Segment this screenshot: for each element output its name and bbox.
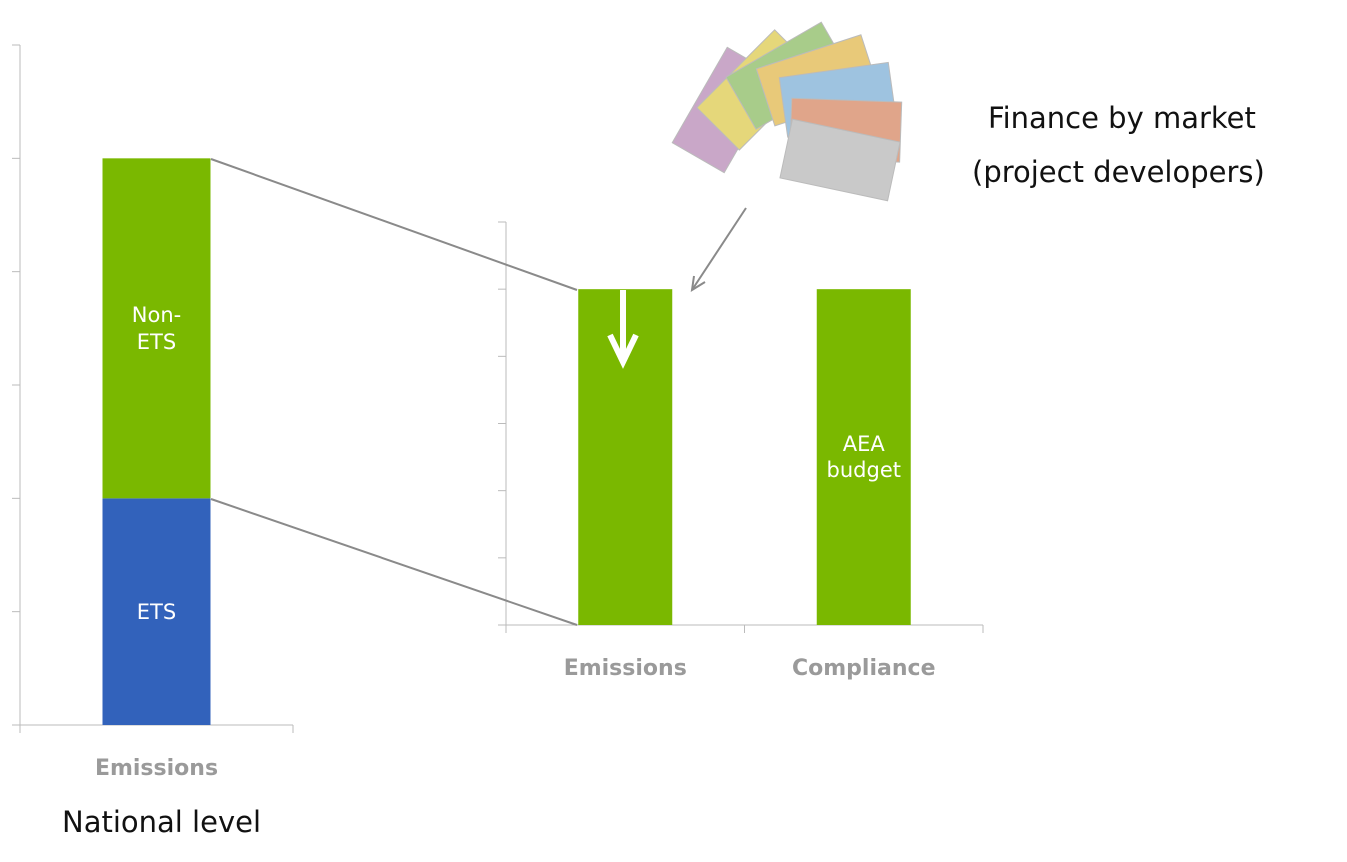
bar-segment — [102, 158, 211, 499]
x-tick-label: Compliance — [792, 656, 935, 681]
bar-segment — [102, 498, 211, 725]
connectors — [210, 158, 747, 626]
bar-label: ETS — [136, 599, 177, 624]
caption: National level — [62, 805, 261, 839]
bar — [816, 289, 911, 625]
bar-label: AEA budget — [826, 431, 901, 483]
x-tick-label: Emissions — [95, 756, 218, 781]
annotation: Finance by market — [988, 101, 1256, 135]
banknotes — [671, 21, 903, 202]
x-tick-label: Emissions — [564, 656, 687, 681]
bar-label: Non-ETS — [131, 303, 182, 354]
down-arrow — [607, 290, 639, 369]
annotation: (project developers) — [972, 155, 1265, 189]
